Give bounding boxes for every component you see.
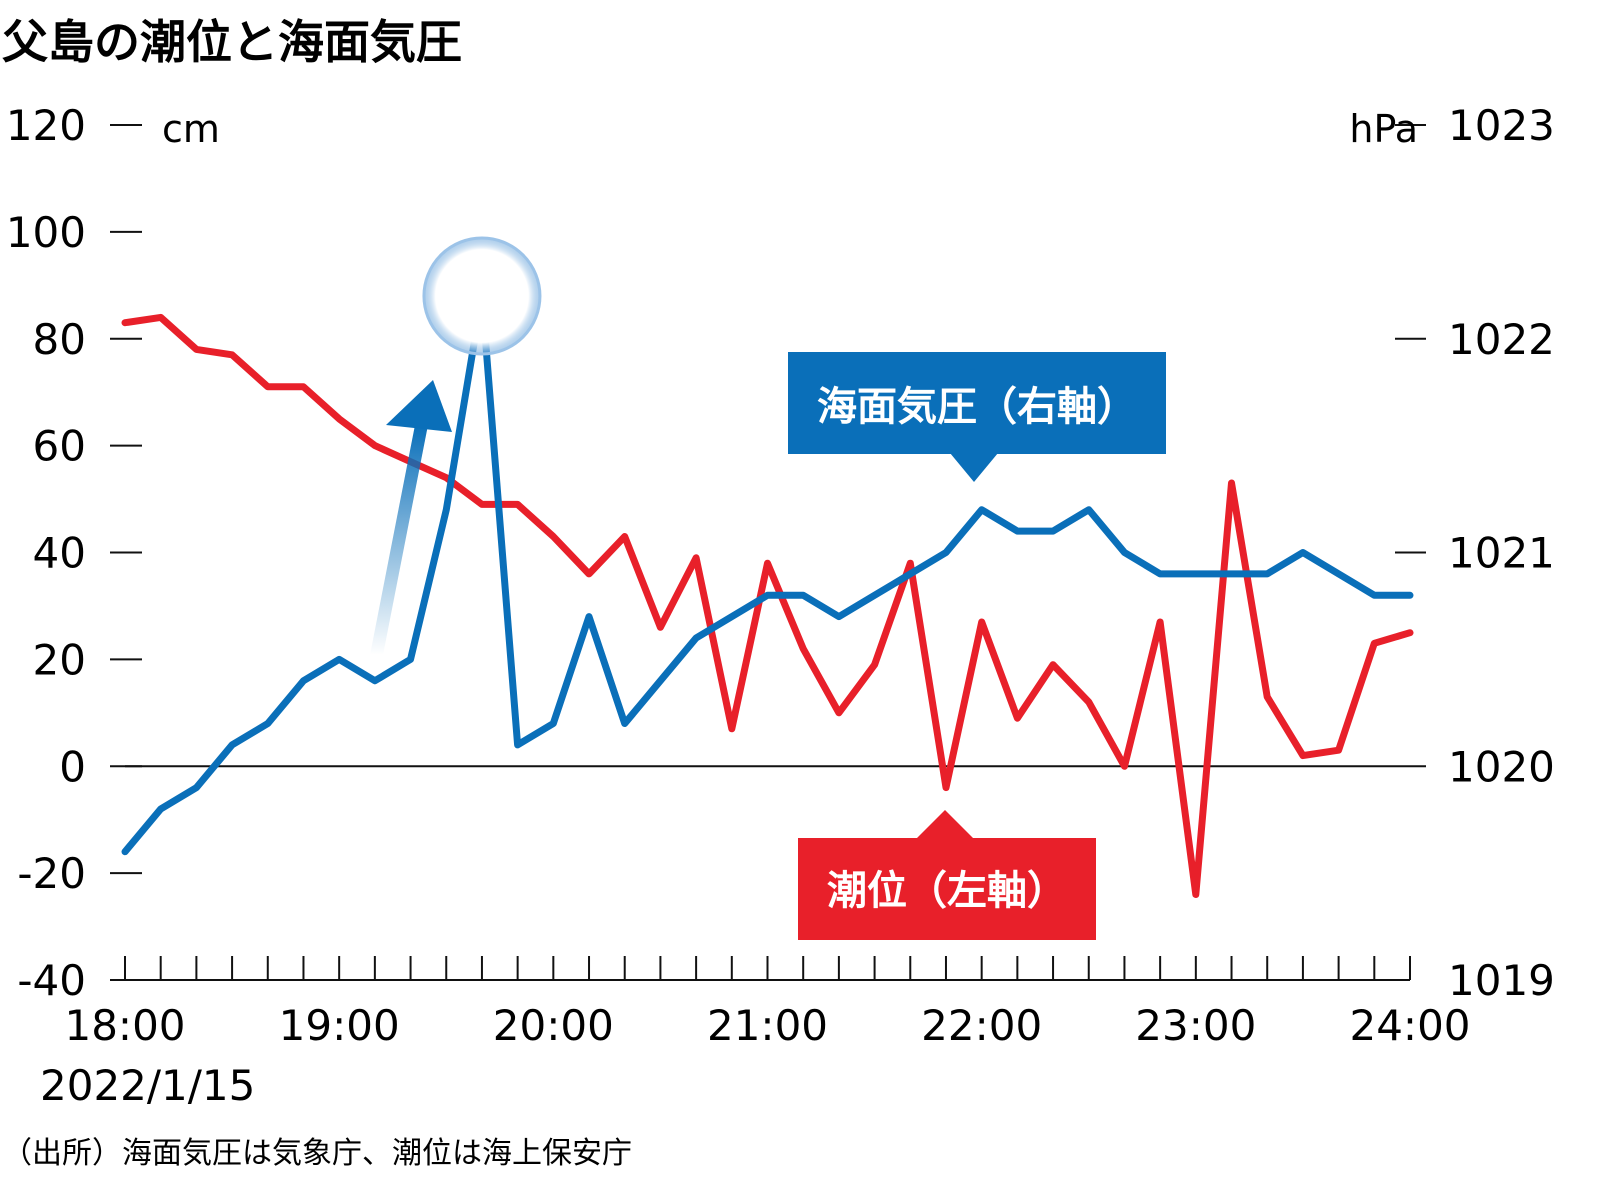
right-axis-tick-label: 1020 (1448, 742, 1555, 791)
date-label: 2022/1/15 (40, 1061, 255, 1110)
right-axis-tick-label: 1019 (1448, 956, 1555, 1005)
pressure-callout: 海面気圧（右軸） (788, 352, 1166, 482)
pressure-callout-box (788, 352, 1166, 454)
x-axis-tick-label: 22:00 (921, 1001, 1042, 1050)
tide-callout-box (798, 838, 1096, 940)
tide-series-line (121, 313, 1414, 898)
source-note: （出所）海面気圧は気象庁、潮位は海上保安庁 (2, 1136, 632, 1171)
tide-callout: 潮位（左軸） (798, 810, 1096, 940)
left-axis-tick-label: 80 (33, 315, 86, 364)
arrow-head-icon (386, 380, 452, 432)
left-axis: -40 -20 0 20 40 60 80 100 120 (6, 101, 142, 1005)
x-axis-tick-label: 18:00 (64, 1001, 185, 1050)
peak-highlight-circle (422, 236, 542, 356)
pressure-callout-label: 海面気圧（右軸） (817, 384, 1137, 430)
pressure-callout-pointer (950, 453, 998, 482)
left-axis-tick-label: 20 (33, 635, 86, 684)
right-axis-tick-label: 1023 (1448, 101, 1555, 150)
left-axis-unit: cm (162, 107, 220, 151)
x-axis-tick-label: 21:00 (707, 1001, 828, 1050)
x-axis-tick-label: 19:00 (279, 1001, 400, 1050)
right-axis: 1019 1020 1021 1022 1023 (1395, 101, 1555, 1005)
tide-callout-label: 潮位（左軸） (827, 868, 1067, 914)
x-axis-tick-label: 23:00 (1135, 1001, 1256, 1050)
x-axis: 18:00 19:00 20:00 21:00 22:00 23:00 24:00 (64, 765, 1471, 1050)
series-layer (121, 236, 1414, 898)
rising-arrow-icon (370, 425, 428, 655)
x-axis-tick-label: 20:00 (493, 1001, 614, 1050)
left-axis-tick-label: -40 (17, 956, 86, 1005)
right-axis-tick-label: 1021 (1448, 529, 1555, 578)
chart-title: 父島の潮位と海面気圧 (2, 15, 462, 69)
pressure-series-line (121, 292, 1414, 856)
left-axis-tick-label: 0 (59, 742, 86, 791)
tide-callout-pointer (916, 810, 974, 839)
right-axis-unit: hPa (1349, 107, 1418, 151)
left-axis-tick-label: 120 (6, 101, 86, 150)
right-axis-tick-label: 1022 (1448, 315, 1555, 364)
left-axis-tick-label: 60 (33, 422, 86, 471)
x-axis-tick-label: 24:00 (1349, 1001, 1470, 1050)
left-axis-tick-label: -20 (17, 849, 86, 898)
left-axis-tick-label: 100 (6, 208, 86, 257)
left-axis-tick-label: 40 (33, 529, 86, 578)
